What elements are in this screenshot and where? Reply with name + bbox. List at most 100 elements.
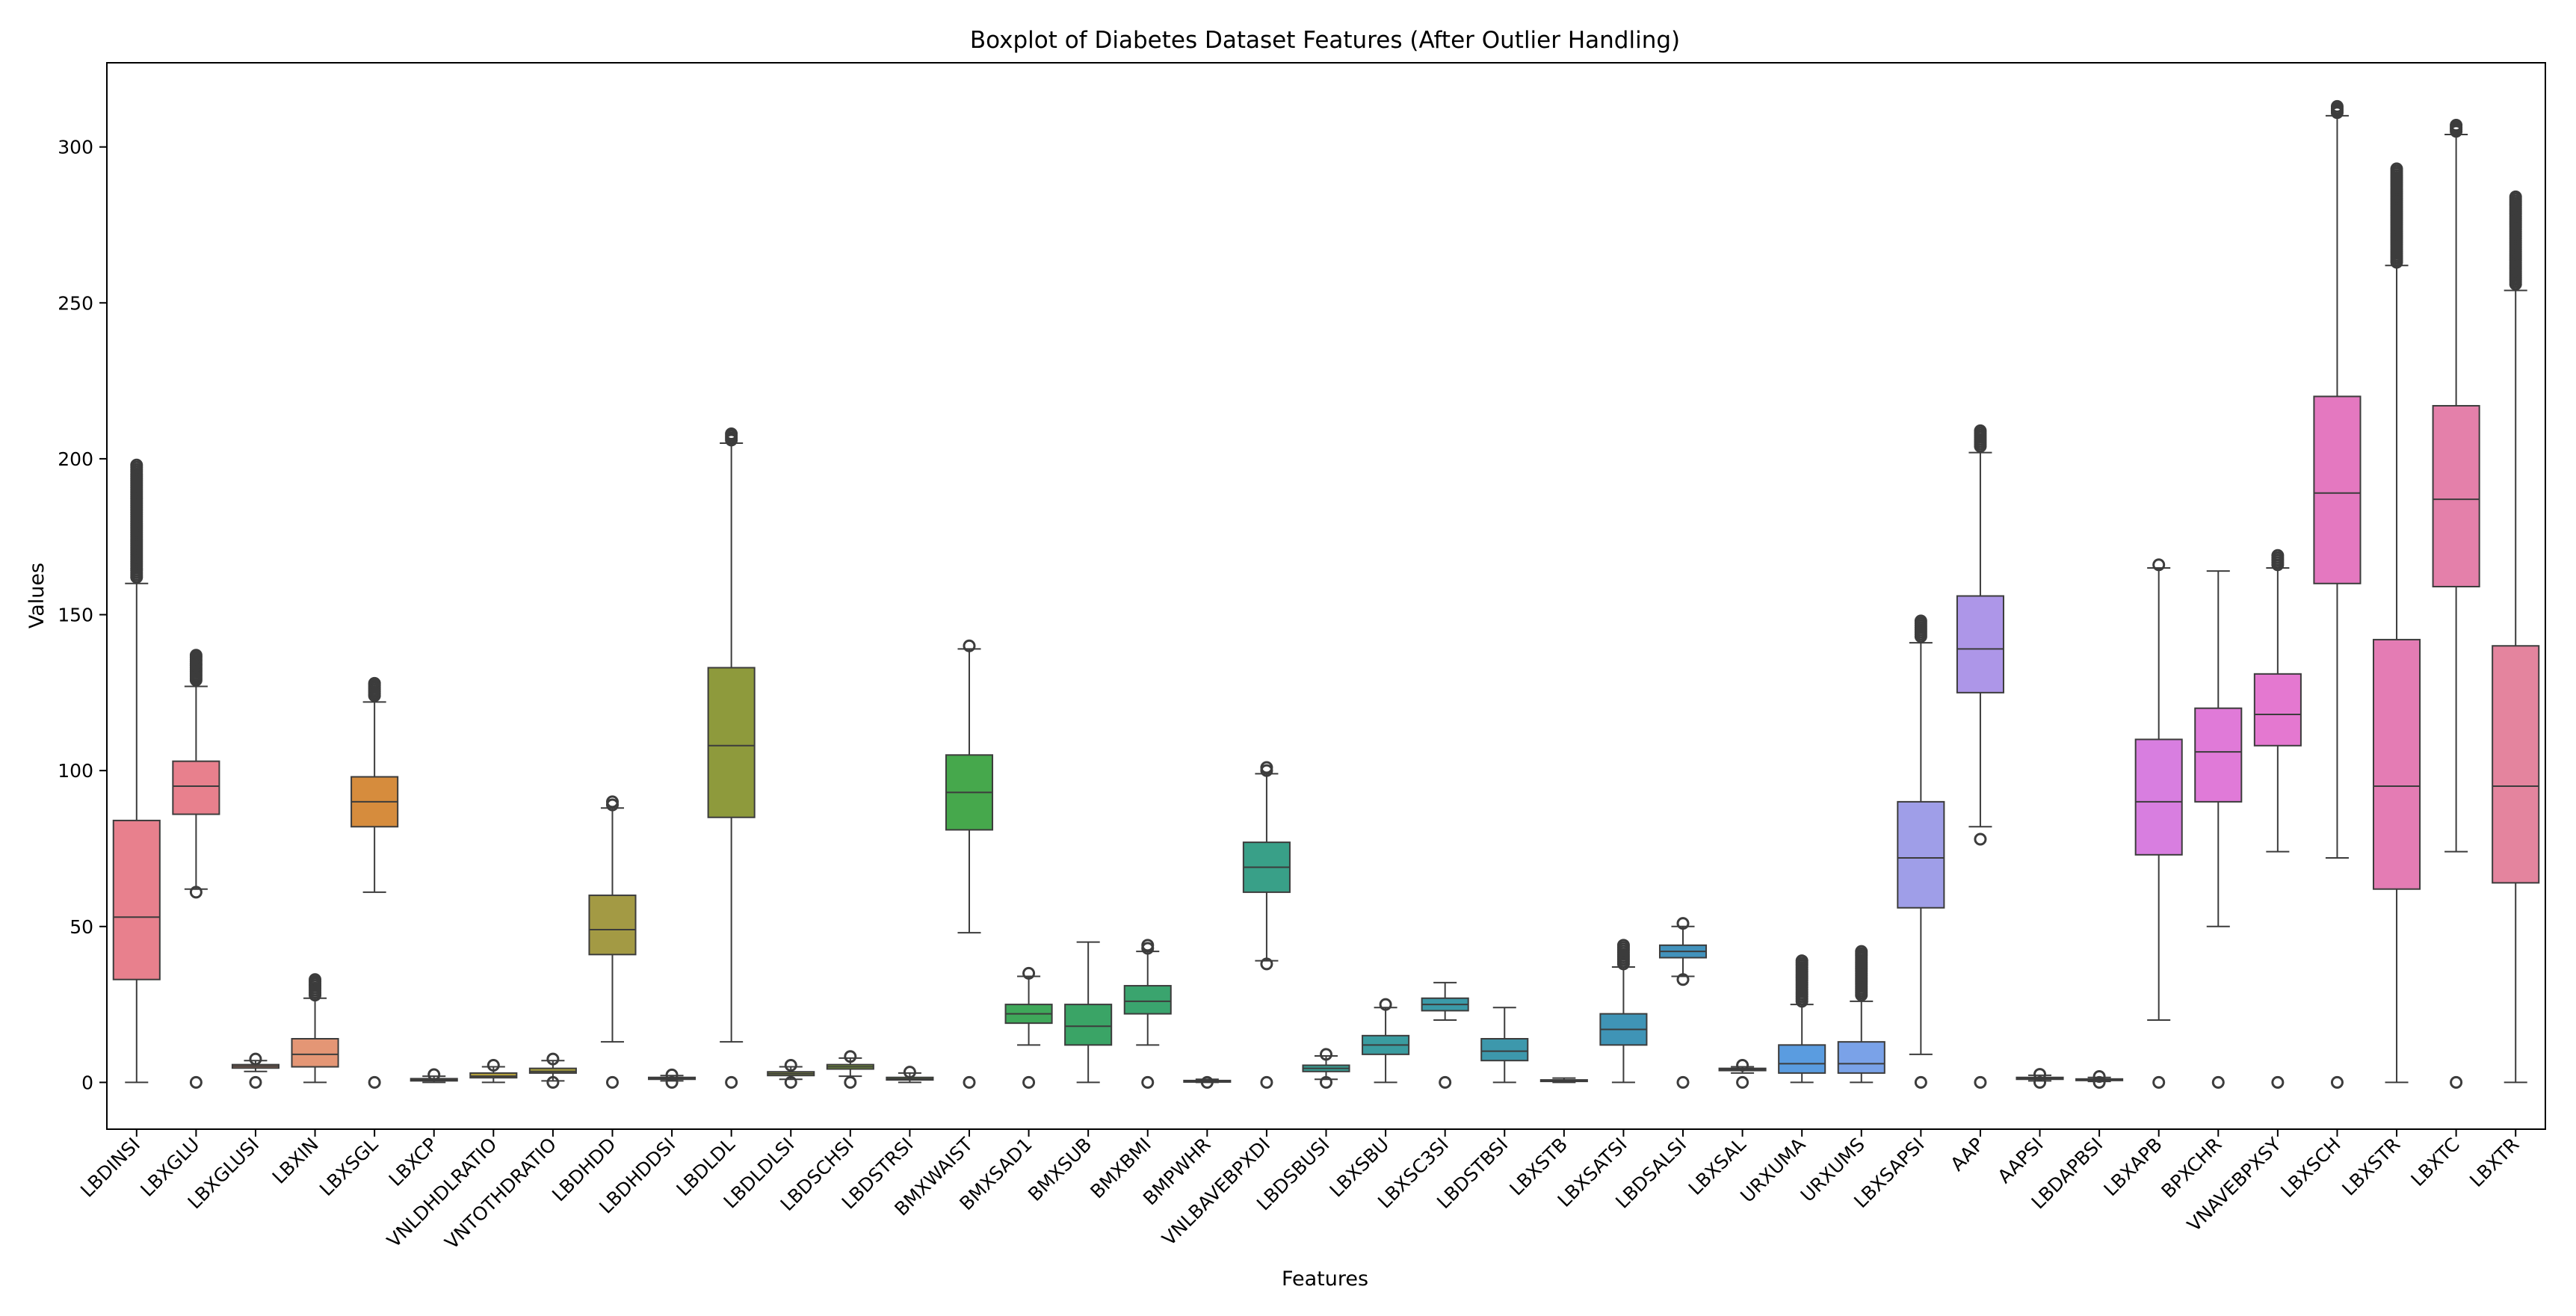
outlier-point <box>249 1075 262 1089</box>
outlier-point <box>546 1052 560 1066</box>
outlier-point <box>1795 957 1809 970</box>
outlier-point <box>189 1075 203 1089</box>
box-urxums <box>1837 945 1885 1084</box>
y-axis-label: Values <box>25 563 49 628</box>
box-lbxtr <box>2492 190 2540 1084</box>
outlier-point <box>2271 1075 2285 1089</box>
box-lbdldlsi <box>767 1058 815 1089</box>
box-lbdschsi <box>826 1050 874 1089</box>
iqr-box <box>172 760 220 815</box>
box-lbxapb <box>2134 558 2183 1089</box>
box-lbdsalsi <box>1658 917 1708 1089</box>
outlier-point <box>963 639 976 652</box>
outlier-point <box>2390 164 2403 178</box>
y-tick-label: 300 <box>58 137 93 158</box>
box-lbxsal <box>1718 1058 1767 1089</box>
box-bmxbmi <box>1123 939 1172 1089</box>
box-lbxglu <box>172 649 220 1089</box>
plot-frame <box>106 62 2546 1130</box>
outlier-point <box>2152 1075 2166 1089</box>
iqr-box <box>1837 1041 1885 1074</box>
box-vnavebpxsy <box>2253 549 2302 1089</box>
outlier-point <box>487 1058 500 1072</box>
box-lbxglusi <box>231 1052 280 1089</box>
box-lbdhddsi <box>648 1068 696 1089</box>
outlier-point <box>605 1075 619 1089</box>
box-lbdstrsi <box>886 1066 934 1084</box>
box-bmpwhr <box>1183 1075 1232 1089</box>
outlier-point <box>1141 1075 1155 1089</box>
outlier-point <box>2450 120 2463 134</box>
iqr-box <box>1123 985 1172 1015</box>
outlier-point <box>2033 1075 2047 1089</box>
outlier-point <box>1320 1075 1332 1089</box>
box-lbxsgl <box>350 676 399 1089</box>
outlier-point <box>249 1052 262 1066</box>
iqr-box <box>2492 645 2540 884</box>
outlier-point <box>1260 761 1273 774</box>
iqr-box <box>2253 673 2302 747</box>
outlier-point <box>2092 1075 2106 1089</box>
box-lbdapbsi <box>2075 1069 2124 1089</box>
outlier-point <box>2330 1075 2344 1089</box>
outlier-point <box>1676 917 1690 930</box>
outlier-point <box>1974 832 1987 846</box>
box-vnlbavebpxdi <box>1242 761 1291 1089</box>
outlier-point <box>1676 973 1690 986</box>
outlier-point <box>665 1068 679 1081</box>
box-lbxin <box>291 973 339 1084</box>
box-lbdldl <box>707 427 756 1089</box>
outlier-point <box>1676 1075 1690 1089</box>
outlier-point <box>844 1050 857 1063</box>
outlier-point <box>189 651 203 664</box>
plot-area <box>112 99 2540 1089</box>
iqr-box <box>112 819 161 980</box>
box-urxuma <box>1778 954 1826 1084</box>
outlier-point <box>309 981 322 995</box>
outlier-point <box>725 429 738 442</box>
outlier-point <box>2271 551 2285 564</box>
outlier-point <box>130 460 143 474</box>
box-vnldhdlratio <box>469 1058 518 1084</box>
iqr-box <box>291 1037 339 1068</box>
outlier-point <box>1022 1075 1036 1089</box>
box-bmxsub <box>1064 941 1113 1084</box>
y-axis: 0 50 100 150 200 250 300 <box>58 137 107 1093</box>
box-lbxsapsi <box>1897 614 1945 1089</box>
iqr-box <box>469 1072 518 1079</box>
outlier-point <box>1736 1058 1749 1072</box>
iqr-box <box>2134 738 2183 856</box>
outlier-point <box>1379 998 1392 1011</box>
y-tick-label: 250 <box>58 292 93 314</box>
box-lbdinsi <box>112 458 161 1084</box>
iqr-box <box>1480 1037 1529 1062</box>
outlier-point <box>2092 1069 2106 1083</box>
outlier-point <box>784 1075 797 1089</box>
outlier-point <box>1974 1075 1987 1089</box>
box-bmxsad1 <box>1004 966 1053 1089</box>
outlier-point <box>1260 957 1273 971</box>
y-tick-label: 200 <box>58 448 93 470</box>
outlier-point <box>844 1075 857 1089</box>
iqr-box <box>528 1067 577 1074</box>
iqr-box <box>707 667 756 818</box>
outlier-point <box>725 1075 738 1089</box>
outlier-point <box>1914 617 1927 630</box>
outlier-point <box>1320 1048 1332 1061</box>
iqr-box <box>2432 404 2480 587</box>
y-tick-label: 150 <box>58 605 93 626</box>
box-lbdhdd <box>588 795 637 1089</box>
outlier-point <box>427 1068 441 1081</box>
box-lbdstbsi <box>1480 1007 1529 1084</box>
outlier-point <box>1736 1075 1749 1089</box>
outlier-point <box>1974 426 1987 439</box>
box-aapsi <box>2016 1068 2064 1089</box>
box-lbxtc <box>2432 118 2480 1089</box>
iqr-box <box>1897 800 1945 909</box>
box-lbxsbu <box>1362 998 1410 1084</box>
iqr-box <box>2372 638 2421 890</box>
outlier-point <box>903 1066 916 1079</box>
outlier-point <box>2211 1075 2225 1089</box>
x-axis-label: Features <box>1282 1267 1368 1291</box>
